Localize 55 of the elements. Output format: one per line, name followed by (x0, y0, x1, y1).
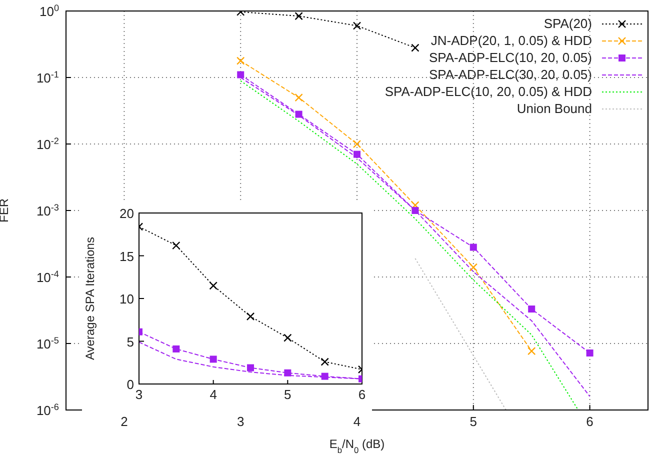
x-tick-label: 3 (135, 387, 143, 402)
x-tick-label: 2 (120, 414, 128, 430)
y-tick-label: 0 (126, 377, 134, 392)
point (247, 364, 254, 372)
y-tick-label: 10$^{-1}$ (36, 70, 59, 86)
x-tick-label: 3 (236, 414, 244, 430)
legend-label: SPA-ADP-ELC(10, 20, 0.05) (428, 49, 592, 66)
point (294, 12, 303, 20)
point (411, 201, 420, 210)
point (528, 306, 536, 313)
x-tick-label: 6 (358, 387, 366, 402)
point (411, 44, 420, 52)
y-tick-label: 20 (120, 206, 134, 221)
legend-label: JN-ADP(20, 1, 0.05) & HDD (430, 32, 592, 49)
legend-label: SPA(20) (544, 15, 592, 32)
legend-label: Union Bound (516, 100, 592, 117)
point (172, 345, 180, 352)
point (354, 150, 360, 158)
y-tick-label: 10$^{0}$ (39, 3, 59, 19)
point (469, 263, 478, 272)
y-tick-label: 10$^{-6}$ (36, 402, 59, 418)
point (172, 241, 180, 250)
x-axis-title: E$_{b}$/N$_{0}$ (dB) (329, 437, 385, 455)
y-tick-label: 15 (120, 248, 134, 264)
point (352, 22, 362, 30)
y-tick-label: 10 (120, 292, 134, 306)
point (284, 369, 292, 376)
point (295, 110, 302, 118)
point (237, 71, 244, 78)
point (320, 358, 329, 366)
point (470, 244, 477, 251)
x-tick-label: 6 (586, 414, 594, 430)
point (236, 56, 245, 65)
x-tick-label: 5 (470, 414, 478, 430)
point (412, 207, 419, 214)
y-tick-label: 10$^{-2}$ (36, 136, 59, 152)
point (246, 312, 255, 321)
point (210, 356, 217, 363)
x-tick-label: 5 (284, 387, 292, 402)
point (321, 372, 328, 380)
point (209, 282, 218, 290)
legend-label: SPA-ADP-ELC(10, 20, 0.05) & HDD (384, 83, 592, 100)
y-tick-label: 5 (126, 334, 134, 350)
point (284, 334, 292, 342)
y-axis-title: Average SPA Iterations (83, 237, 97, 360)
point (352, 140, 362, 148)
y-tick-label: 10$^{-5}$ (36, 336, 59, 352)
point (294, 93, 303, 102)
y-tick-label: 10$^{-4}$ (36, 269, 59, 285)
x-tick-label: 4 (210, 387, 217, 402)
y-axis-title: FER (0, 198, 11, 222)
y-tick-label: 10$^{-3}$ (36, 202, 59, 218)
x-tick-label: 4 (353, 414, 361, 430)
point (528, 346, 536, 356)
point (586, 349, 594, 356)
